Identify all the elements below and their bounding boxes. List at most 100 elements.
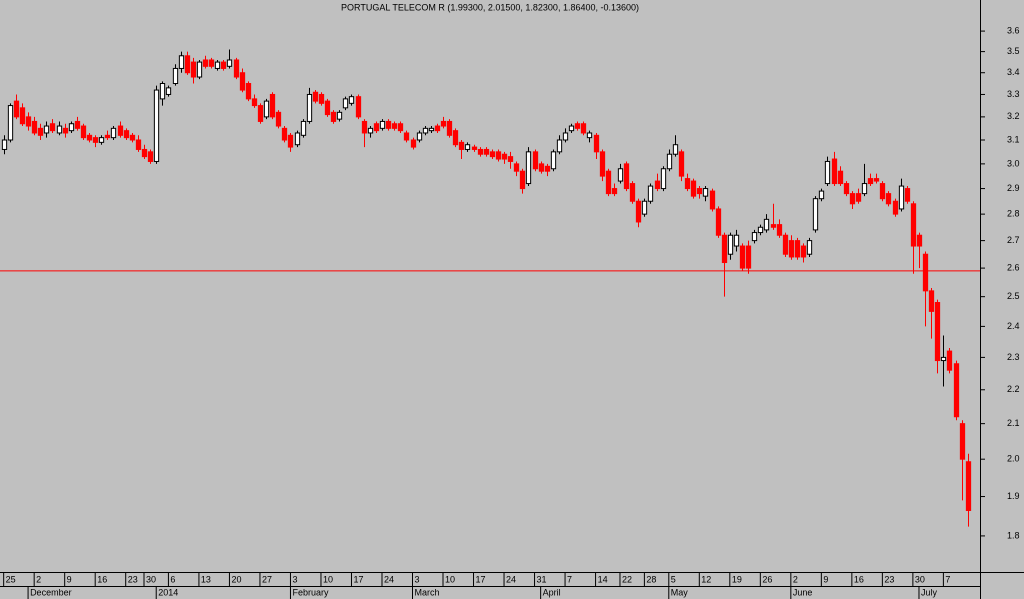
candle-body <box>776 224 783 236</box>
candle-body <box>312 91 319 102</box>
candle-body <box>507 156 514 162</box>
candle-body <box>348 96 355 104</box>
x-tick-label: 5 <box>671 574 676 584</box>
candle-body <box>153 89 160 162</box>
candle-body <box>86 134 93 141</box>
candle-body <box>324 100 331 116</box>
y-tick-label: 3.1 <box>1007 134 1020 144</box>
candle-body <box>330 111 337 122</box>
candle-body <box>727 234 734 255</box>
candle-body <box>43 125 50 134</box>
candle-body <box>13 100 20 118</box>
x-tick-label: 31 <box>537 574 547 584</box>
candle-body <box>910 203 917 247</box>
candle-body <box>849 193 856 205</box>
x-tick-label: 30 <box>915 574 925 584</box>
x-tick-label: 19 <box>732 574 742 584</box>
x-tick-label: 25 <box>6 574 16 584</box>
candle-body <box>471 146 478 150</box>
y-tick-label: 2.4 <box>1007 321 1020 331</box>
candle-body <box>843 183 850 195</box>
candle-body <box>397 123 404 132</box>
candle-body <box>165 87 172 95</box>
candle-body <box>208 59 215 67</box>
candle-body <box>586 132 593 139</box>
candle-body <box>141 148 148 158</box>
candle-body <box>7 105 14 141</box>
candle-body <box>739 245 746 269</box>
candle-body <box>892 200 899 215</box>
candle-body <box>269 93 276 118</box>
y-tick-label: 3.0 <box>1007 158 1020 168</box>
candle-body <box>959 423 966 460</box>
candle-body <box>525 151 532 185</box>
candle-body <box>220 61 227 69</box>
y-tick-label: 3.6 <box>1007 25 1020 35</box>
candle-body <box>367 127 374 134</box>
candle-body <box>611 188 618 195</box>
y-tick-label: 2.1 <box>1007 418 1020 428</box>
candle-body <box>233 59 240 78</box>
candle-body <box>593 134 600 153</box>
x-tick-label: 2 <box>793 574 798 584</box>
candle-body <box>98 137 105 143</box>
candle-body <box>342 98 349 109</box>
candle-body <box>196 61 203 78</box>
candle-body <box>501 153 508 160</box>
candle-body <box>452 130 459 146</box>
candle-body <box>916 234 923 247</box>
candle-body <box>37 127 44 136</box>
candle-body <box>202 59 209 67</box>
candle-body <box>519 170 526 190</box>
candle-body <box>666 153 673 170</box>
y-tick-label: 3.3 <box>1007 89 1020 99</box>
month-label: 2014 <box>158 587 178 597</box>
candle-body <box>617 168 624 182</box>
x-tick-label: 3 <box>292 574 297 584</box>
candle-body <box>629 183 636 202</box>
candle-body <box>867 178 874 185</box>
candle-body <box>745 245 752 269</box>
candle-body <box>702 188 709 197</box>
candle-body <box>373 123 380 132</box>
candle-body <box>696 188 703 195</box>
candle-body <box>946 350 953 371</box>
month-label: February <box>292 587 329 597</box>
candle-body <box>287 134 294 148</box>
candle-body <box>483 148 490 155</box>
x-tick-label: 6 <box>170 574 175 584</box>
candle-body <box>751 232 758 242</box>
month-label: March <box>415 587 440 597</box>
candle-body <box>184 55 191 74</box>
candle-body <box>178 55 185 69</box>
y-tick-label: 2.8 <box>1007 209 1020 219</box>
candle-body <box>794 240 801 258</box>
x-tick-label: 22 <box>622 574 632 584</box>
x-tick-label: 27 <box>262 574 272 584</box>
x-tick-label: 23 <box>128 574 138 584</box>
candle-body <box>733 234 740 247</box>
candle-body <box>239 72 246 91</box>
x-tick-label: 10 <box>323 574 333 584</box>
candle-body <box>678 151 685 177</box>
x-tick-label: 2 <box>36 574 41 584</box>
x-tick-label: 7 <box>945 574 950 584</box>
x-tick-label: 16 <box>854 574 864 584</box>
candle-body <box>245 83 252 100</box>
candle-body <box>641 200 648 215</box>
candle-body <box>550 151 557 170</box>
month-label: April <box>543 587 561 597</box>
candle-body <box>898 185 905 210</box>
candle-body <box>715 208 722 236</box>
candle-body <box>123 130 130 139</box>
candle-body <box>294 132 301 146</box>
y-tick-label: 1.8 <box>1007 530 1020 540</box>
candle-body <box>422 127 429 134</box>
candle-body <box>31 120 38 134</box>
candle-body <box>385 120 392 129</box>
candle-body <box>489 151 496 158</box>
candle-body <box>782 234 789 255</box>
y-tick-label: 2.7 <box>1007 235 1020 245</box>
candle-body <box>879 183 886 200</box>
